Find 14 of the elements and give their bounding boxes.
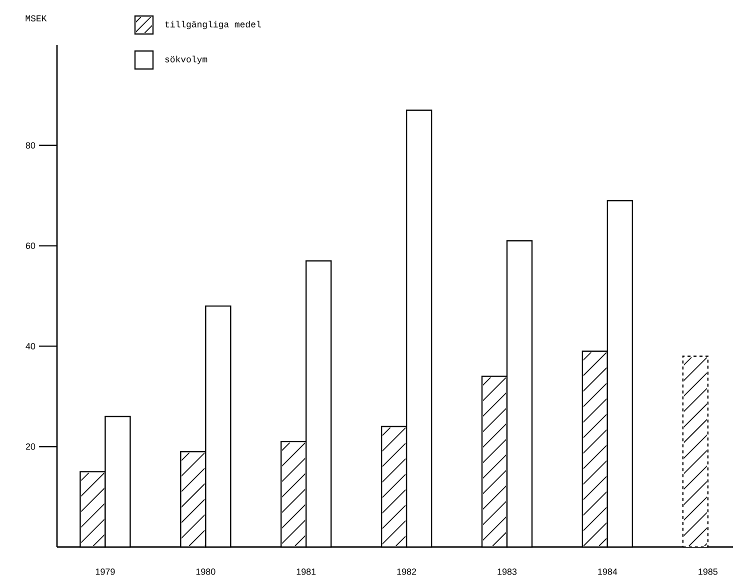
x-tick-label: 1982 — [397, 568, 416, 575]
y-tick-label: 40 — [26, 343, 36, 350]
x-tick-label: 1984 — [598, 568, 618, 575]
x-tick-label: 1981 — [296, 568, 316, 575]
y-tick-label: 20 — [26, 443, 36, 450]
x-tick-label: 1979 — [96, 568, 115, 575]
x-tick-label: 1983 — [498, 568, 517, 575]
x-tick-label: 1985 — [698, 568, 718, 575]
y-tick-label: 80 — [26, 142, 36, 149]
y-tick-label: 60 — [26, 242, 36, 249]
legend-label: sökvolym — [165, 56, 208, 64]
legend-label: tillgängliga medel — [165, 20, 261, 30]
x-tick-label: 1980 — [196, 568, 216, 575]
y-axis-title: MSEK — [26, 15, 47, 22]
